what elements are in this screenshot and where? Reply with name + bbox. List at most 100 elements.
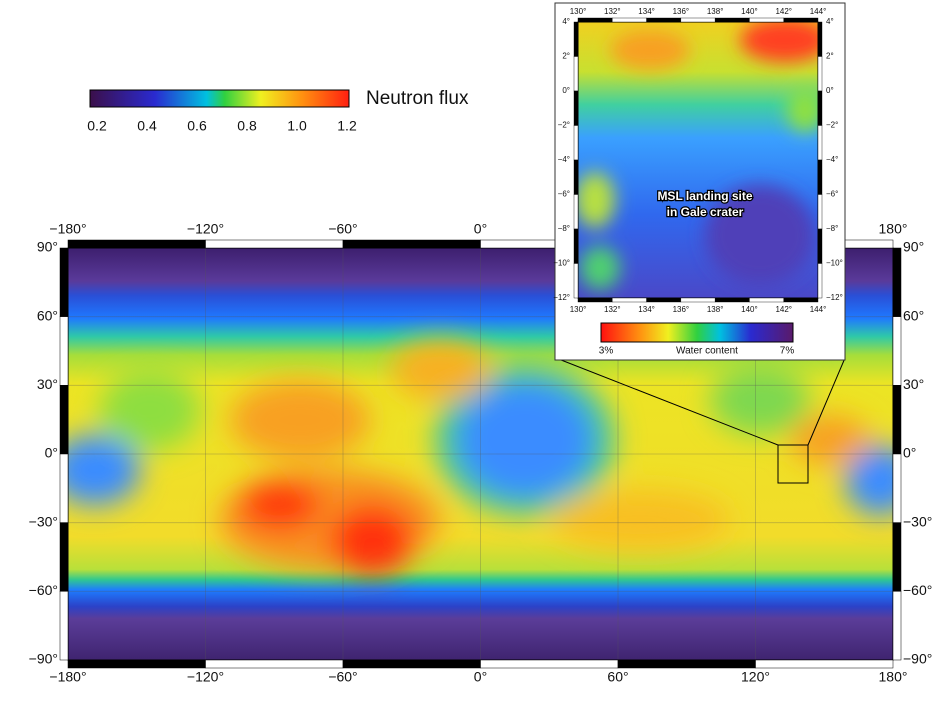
axis-label: 0.8 bbox=[237, 118, 257, 134]
axis-label: −90° bbox=[903, 651, 932, 667]
frame-segment bbox=[680, 297, 716, 303]
axis-label: −8° bbox=[826, 224, 838, 233]
axis-label: 30° bbox=[37, 376, 58, 392]
axis-label: 2° bbox=[562, 52, 570, 61]
inset-colorbar-title: Water content bbox=[676, 346, 738, 357]
axis-label: 0° bbox=[45, 445, 58, 461]
frame-segment bbox=[573, 56, 579, 92]
axis-label: 0° bbox=[903, 445, 916, 461]
axis-label: −12° bbox=[553, 293, 570, 302]
inset-annotation: in Gale crater bbox=[667, 205, 744, 219]
axis-label: 1.0 bbox=[287, 118, 307, 134]
axis-label: 136° bbox=[673, 7, 690, 16]
frame-segment bbox=[573, 90, 579, 126]
axis-label: 134° bbox=[638, 305, 655, 314]
axis-label: 132° bbox=[604, 305, 621, 314]
frame-segment bbox=[573, 159, 579, 195]
frame-segment bbox=[59, 591, 69, 661]
axis-label: −30° bbox=[29, 513, 58, 529]
frame-segment bbox=[892, 591, 902, 661]
axis-label: 138° bbox=[707, 305, 724, 314]
axis-label: −10° bbox=[826, 259, 843, 268]
frame-segment bbox=[612, 297, 647, 303]
axis-label: 140° bbox=[741, 305, 758, 314]
frame-segment bbox=[680, 17, 716, 23]
frame-segment bbox=[59, 522, 69, 592]
frame-segment bbox=[783, 297, 819, 303]
frame-segment bbox=[817, 263, 823, 299]
axis-label: 144° bbox=[810, 305, 827, 314]
frame-segment bbox=[817, 56, 823, 92]
frame-segment bbox=[59, 316, 69, 386]
axis-label: −4° bbox=[826, 155, 838, 164]
axis-label: −60° bbox=[903, 582, 932, 598]
frame-segment bbox=[205, 659, 344, 669]
frame-segment bbox=[749, 17, 784, 23]
axis-label: 30° bbox=[903, 376, 924, 392]
colorbar-title: Neutron flux bbox=[366, 88, 469, 109]
axis-label: 142° bbox=[775, 7, 792, 16]
axis-label: 132° bbox=[604, 7, 621, 16]
axis-label: 138° bbox=[707, 7, 724, 16]
axis-label: 0° bbox=[562, 86, 570, 95]
frame-segment bbox=[573, 228, 579, 264]
axis-label: 142° bbox=[775, 305, 792, 314]
axis-label: 0.6 bbox=[187, 118, 207, 134]
frame-segment bbox=[617, 659, 756, 669]
axis-label: 90° bbox=[37, 239, 58, 255]
frame-segment bbox=[59, 247, 69, 317]
axis-label: 0.2 bbox=[87, 118, 107, 134]
frame-segment bbox=[577, 297, 613, 303]
axis-label: −60° bbox=[29, 582, 58, 598]
axis-label: 140° bbox=[741, 7, 758, 16]
inset-colorbar-min: 3% bbox=[599, 346, 614, 357]
frame-segment bbox=[817, 159, 823, 195]
axis-label: −2° bbox=[826, 121, 838, 130]
frame-segment bbox=[67, 659, 206, 669]
axis-label: −4° bbox=[558, 155, 570, 164]
axis-label: 60° bbox=[607, 669, 628, 685]
frame-segment bbox=[755, 659, 894, 669]
frame-segment bbox=[67, 239, 206, 249]
axis-label: 130° bbox=[570, 305, 587, 314]
frame-segment bbox=[817, 125, 823, 161]
frame-segment bbox=[892, 453, 902, 523]
axis-label: −8° bbox=[558, 224, 570, 233]
axis-label: −10° bbox=[553, 259, 570, 268]
frame-segment bbox=[817, 21, 823, 57]
frame-segment bbox=[892, 316, 902, 386]
frame-segment bbox=[573, 194, 579, 230]
frame-segment bbox=[749, 297, 784, 303]
axis-label: −2° bbox=[558, 121, 570, 130]
axis-label: −60° bbox=[328, 221, 357, 237]
frame-segment bbox=[646, 297, 682, 303]
axis-label: 130° bbox=[570, 7, 587, 16]
axis-label: 134° bbox=[638, 7, 655, 16]
axis-label: −6° bbox=[826, 190, 838, 199]
axis-label: 144° bbox=[810, 7, 827, 16]
axis-label: 0.4 bbox=[137, 118, 157, 134]
axis-label: 120° bbox=[741, 669, 770, 685]
axis-label: −120° bbox=[187, 669, 224, 685]
axis-label: 4° bbox=[562, 17, 570, 26]
inset-image bbox=[578, 22, 818, 298]
axis-label: 1.2 bbox=[337, 118, 357, 134]
axis-label: 60° bbox=[37, 307, 58, 323]
axis-label: 0° bbox=[474, 669, 487, 685]
axis-label: 136° bbox=[673, 305, 690, 314]
frame-segment bbox=[573, 125, 579, 161]
axis-label: −180° bbox=[49, 669, 86, 685]
frame-segment bbox=[646, 17, 682, 23]
axis-label: −60° bbox=[328, 669, 357, 685]
frame-segment bbox=[480, 659, 619, 669]
frame-segment bbox=[817, 194, 823, 230]
frame-segment bbox=[205, 239, 344, 249]
axis-label: −180° bbox=[49, 221, 86, 237]
frame-segment bbox=[714, 17, 750, 23]
frame-segment bbox=[892, 385, 902, 455]
axis-label: 0° bbox=[826, 86, 834, 95]
frame-segment bbox=[342, 239, 481, 249]
frame-segment bbox=[817, 228, 823, 264]
axis-label: −6° bbox=[558, 190, 570, 199]
